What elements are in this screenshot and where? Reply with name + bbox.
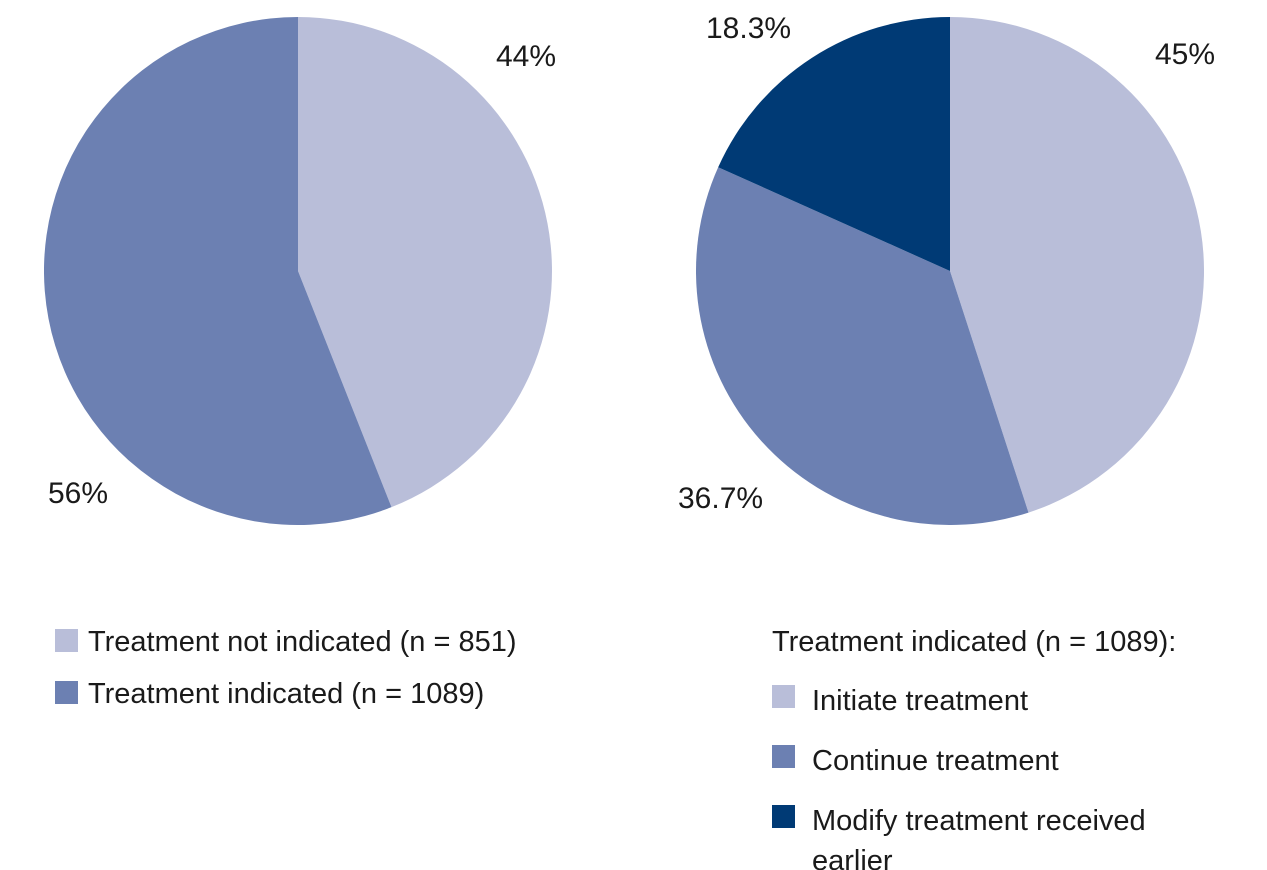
slice-label-left-44: 44%	[496, 40, 557, 73]
legend-header: Treatment indicated (n = 1089):	[772, 626, 1177, 658]
legend-right-pie: Treatment indicated (n = 1089): Initiate…	[772, 625, 1202, 870]
slice-label-right-18-3: 18.3%	[706, 12, 792, 45]
legend-item-label: Modify treatment received earlier	[812, 804, 1146, 870]
legend-item-treatment-not-indicated: Treatment not indicated (n = 851)	[55, 625, 517, 660]
legend-item-label: Treatment indicated (n = 1089)	[88, 677, 485, 710]
pie-slice	[298, 17, 552, 508]
legend-swatch-light-blue-icon	[55, 629, 78, 652]
legend-left-pie: Treatment not indicated (n = 851) Treatm…	[55, 625, 517, 729]
pie-chart-left	[44, 17, 552, 525]
legend-swatch-light-blue-icon	[772, 684, 795, 708]
pie-slice	[44, 17, 392, 525]
legend-swatch-medium-blue-icon	[55, 680, 78, 704]
legend-swatch-dark-blue-icon	[772, 804, 795, 828]
slice-label-left-56: 56%	[48, 477, 109, 510]
slice-label-right-36-7: 36.7%	[678, 482, 764, 515]
legend-item-continue-treatment: Continue treatment	[772, 741, 1202, 781]
legend-item-treatment-indicated: Treatment indicated (n = 1089)	[55, 677, 517, 712]
pie-chart-right	[696, 17, 1204, 525]
pie-slice	[696, 167, 1029, 525]
legend-item-modify-treatment: Modify treatment received earlier	[772, 801, 1202, 870]
legend-item-label: Continue treatment	[812, 744, 1059, 777]
legend-item-initiate-treatment: Initiate treatment	[772, 681, 1202, 721]
pie-slice	[718, 17, 950, 271]
legend-item-label: Treatment not indicated (n = 851)	[88, 626, 517, 658]
pie-slice	[950, 17, 1204, 513]
legend-swatch-medium-blue-icon	[772, 744, 795, 768]
slice-label-right-45: 45%	[1155, 38, 1216, 71]
legend-item-label: Initiate treatment	[812, 684, 1028, 717]
